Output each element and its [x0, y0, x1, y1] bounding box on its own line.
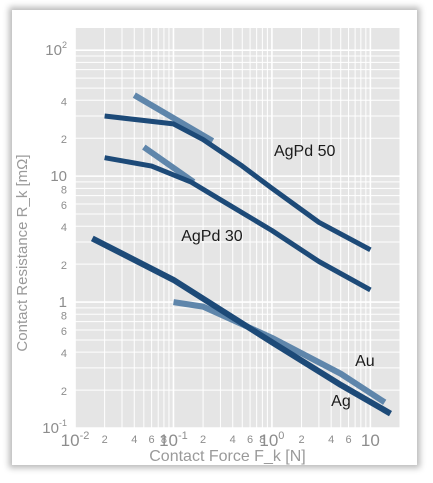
plot-area	[75, 28, 400, 428]
x-tick-label: 6	[247, 434, 253, 446]
y-tick-label: 4	[61, 222, 67, 234]
annotation-label: AgPd 30	[181, 228, 242, 245]
x-axis-label: Contact Force F_k [N]	[149, 448, 306, 465]
annotations: AgPd 50 AgPd 30 Au Ag	[181, 143, 374, 410]
y-axis-label: Contact Resistance R_k [mΩ]	[14, 154, 31, 351]
series-layer	[90, 92, 392, 417]
y-tick-label: 1	[59, 294, 67, 311]
x-tick-label: 2	[102, 434, 108, 446]
y-tick-label: 4	[61, 348, 67, 360]
y-tick-label: 10	[50, 168, 67, 185]
y-tick-label: 6	[61, 200, 67, 212]
x-tick-label: 8	[259, 434, 265, 446]
x-tick-label: 10	[361, 431, 380, 450]
series-line-1	[104, 113, 372, 253]
annotation-label: Ag	[331, 393, 351, 410]
x-tick-label: 4	[131, 434, 137, 446]
series-line-4	[173, 299, 387, 405]
x-tick-label: 8	[161, 434, 167, 446]
y-tick-label: 4	[61, 96, 67, 108]
x-tick-label: 100	[259, 430, 284, 450]
series-line-5	[90, 235, 392, 417]
y-tick-label: 102	[45, 40, 67, 59]
y-tick-label: 8	[61, 310, 67, 322]
y-tick-label: 2	[61, 386, 67, 398]
y-tick-label: 10-1	[42, 418, 67, 437]
x-tick-label: 10-1	[159, 430, 188, 450]
x-tick-label: 4	[328, 434, 334, 446]
y-tick-label: 2	[61, 134, 67, 146]
series-line-2	[142, 144, 196, 185]
annotation-label: Au	[355, 353, 375, 370]
y-tick-label: 2	[61, 260, 67, 272]
annotation-label: AgPd 50	[274, 143, 335, 160]
y-tick-label: 6	[61, 326, 67, 338]
x-tick-label: 6	[345, 434, 351, 446]
y-tick-label: 8	[61, 184, 67, 196]
x-tick-label: 10-2	[61, 430, 90, 450]
series-line-0	[132, 92, 215, 144]
x-tick-label: 4	[230, 434, 236, 446]
x-tick-label: 2	[200, 434, 206, 446]
series-line-3	[104, 155, 372, 293]
x-tick-label: 6	[149, 434, 155, 446]
x-tick-label: 2	[298, 434, 304, 446]
